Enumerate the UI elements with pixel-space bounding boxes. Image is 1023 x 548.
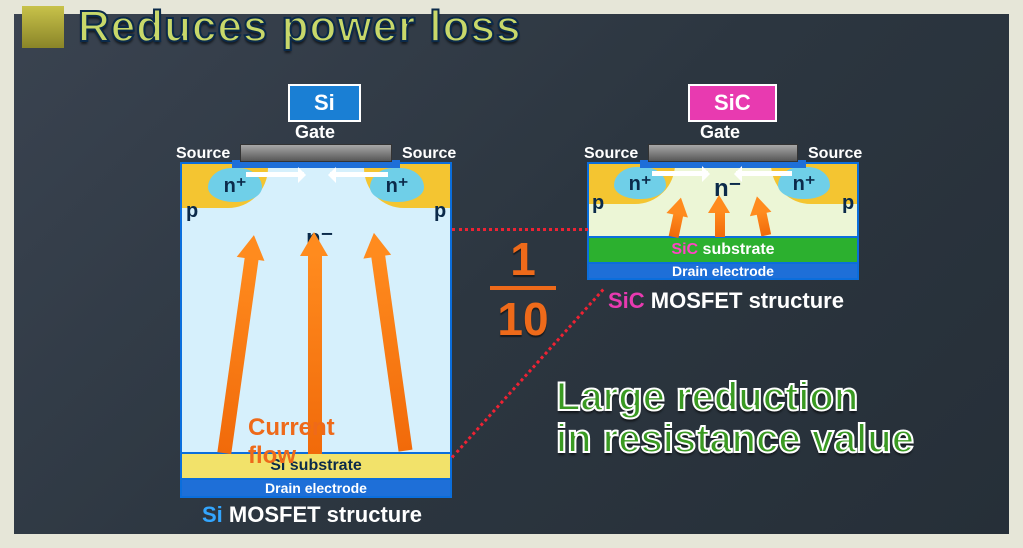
big-message-line2: in resistance value bbox=[556, 418, 914, 460]
si-gate-label: Gate bbox=[295, 122, 335, 143]
fraction-line bbox=[490, 286, 556, 290]
si-source-left: Source bbox=[176, 145, 230, 163]
si-source-right: Source bbox=[402, 145, 456, 163]
sic-channel-arrow-right bbox=[736, 171, 792, 176]
fraction-numerator: 1 bbox=[490, 232, 556, 286]
big-message-line1: Large reduction bbox=[556, 376, 914, 418]
si-gate-metal bbox=[240, 144, 392, 162]
sic-electrode: Drain electrode bbox=[587, 262, 859, 280]
sic-substrate: SiC substrate bbox=[587, 238, 859, 262]
dashed-top bbox=[452, 228, 588, 231]
si-p-text-left: p bbox=[186, 200, 198, 223]
sic-p-text-left: p bbox=[592, 192, 604, 215]
si-caption: Si MOSFET structure bbox=[202, 502, 422, 528]
sic-gate-metal bbox=[648, 144, 798, 162]
title-row: Reduces power loss bbox=[22, 2, 521, 52]
page-title: Reduces power loss bbox=[78, 2, 521, 52]
current-flow-label: Current flow bbox=[248, 414, 335, 470]
si-p-text-right: p bbox=[434, 200, 446, 223]
sic-source-left: Source bbox=[584, 145, 638, 163]
sic-caption: SiC MOSFET structure bbox=[608, 288, 844, 314]
si-channel-arrow-left bbox=[246, 172, 304, 177]
sic-source-right: Source bbox=[808, 145, 862, 163]
bullet-icon bbox=[22, 6, 64, 48]
sic-badge: SiC bbox=[688, 84, 777, 122]
fraction: 1 10 bbox=[490, 232, 556, 346]
big-message: Large reduction in resistance value bbox=[556, 376, 914, 460]
si-badge: Si bbox=[288, 84, 361, 122]
sic-p-text-right: p bbox=[842, 192, 854, 215]
fraction-denominator: 10 bbox=[490, 292, 556, 346]
si-electrode: Drain electrode bbox=[180, 478, 452, 498]
canvas: Reduces power loss Si SiC Gate Gate Sour… bbox=[0, 0, 1023, 548]
sic-channel-arrow-left bbox=[652, 171, 708, 176]
si-channel-arrow-right bbox=[330, 172, 388, 177]
sic-gate-label: Gate bbox=[700, 122, 740, 143]
